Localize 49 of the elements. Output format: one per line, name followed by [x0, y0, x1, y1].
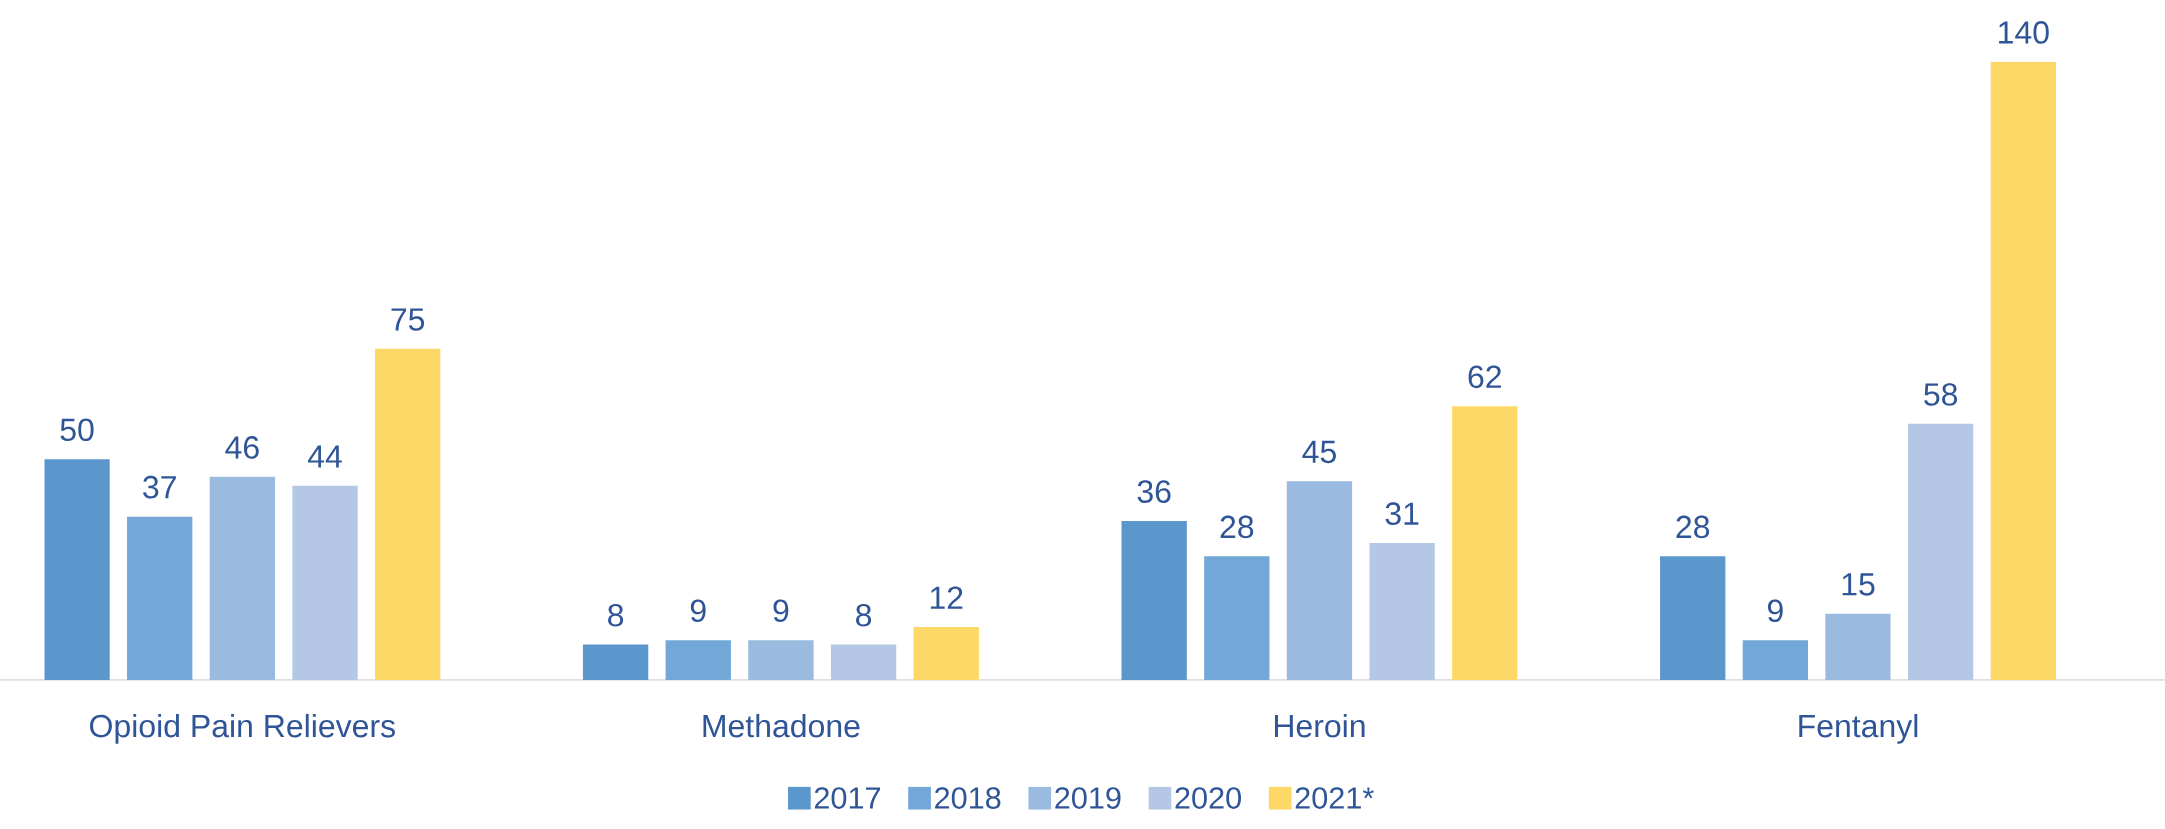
data-label: 9 [690, 599, 706, 623]
bar [748, 640, 814, 680]
data-label: 46 [225, 436, 259, 459]
data-label: 37 [143, 475, 176, 499]
data-label: 62 [1468, 365, 1501, 389]
data-label: 8 [856, 603, 872, 627]
data-label: 15 [1842, 573, 1875, 596]
data-label: 45 [1302, 440, 1336, 464]
data-label: 31 [1385, 502, 1419, 525]
bar [1908, 423, 1974, 680]
bar [1660, 556, 1726, 680]
bar [1286, 481, 1353, 680]
data-label: 28 [1676, 515, 1710, 539]
data-label: 12 [930, 586, 963, 609]
bar [292, 485, 358, 680]
x-tick-label: Methadone [703, 713, 860, 738]
data-label: 8 [608, 603, 624, 627]
bar [1121, 520, 1187, 680]
bar [1825, 613, 1891, 680]
bar [830, 644, 897, 680]
data-label: 140 [1999, 21, 2049, 44]
legend-label: 2017 [814, 787, 881, 809]
data-label: 58 [1924, 383, 1958, 406]
legend-label: 2020 [1175, 787, 1241, 809]
data-label: 44 [307, 445, 342, 468]
x-tick-label: Opioid Pain Relievers [90, 713, 395, 744]
bar [1369, 542, 1435, 680]
bar [1452, 406, 1518, 680]
data-label: 36 [1137, 480, 1171, 503]
data-label: 50 [60, 418, 94, 442]
data-label: 28 [1220, 515, 1254, 539]
bar [1990, 61, 2056, 680]
bar [127, 516, 193, 680]
data-label: 9 [1767, 599, 1783, 623]
x-tick-label: Fentanyl [1799, 713, 1918, 744]
legend-label: 2018 [935, 787, 1001, 809]
legend-label: 2021* [1295, 787, 1374, 809]
x-tick-label: Heroin [1274, 713, 1365, 738]
bar [913, 626, 979, 680]
bar [44, 459, 110, 680]
legend-label: 2019 [1055, 787, 1121, 809]
bar [1204, 556, 1270, 680]
bar [1742, 640, 1809, 680]
data-label: 75 [391, 308, 425, 331]
bar [582, 644, 649, 680]
bar [209, 476, 276, 680]
bar [665, 640, 731, 680]
data-label: 9 [773, 599, 789, 623]
bar [375, 348, 441, 680]
